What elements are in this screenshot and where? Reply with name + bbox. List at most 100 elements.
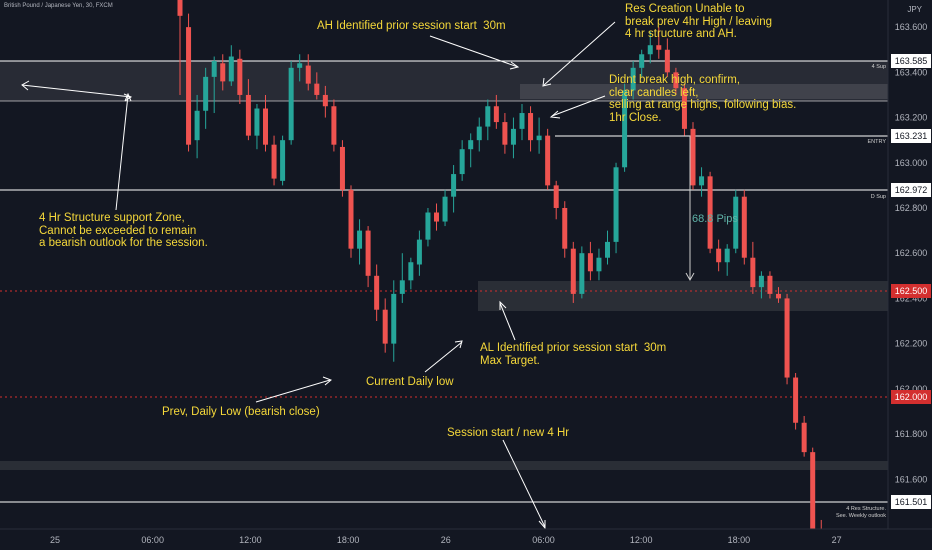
candle-body[interactable] xyxy=(339,146,345,190)
candle-body[interactable] xyxy=(280,140,286,181)
candle-body[interactable] xyxy=(613,167,619,242)
candle-body[interactable] xyxy=(459,149,465,175)
candle-body[interactable] xyxy=(485,106,491,127)
candle-body[interactable] xyxy=(767,275,773,294)
candle-body[interactable] xyxy=(322,94,328,107)
y-tick-label: 163.600 xyxy=(895,22,928,32)
candle-body[interactable] xyxy=(476,126,482,141)
candle-body[interactable] xyxy=(664,49,670,73)
candle-body[interactable] xyxy=(416,239,422,265)
candle-body[interactable] xyxy=(579,253,585,294)
candle-body[interactable] xyxy=(186,27,192,145)
candle-body[interactable] xyxy=(639,54,645,68)
candle-body[interactable] xyxy=(451,174,457,197)
candle-body[interactable] xyxy=(784,298,790,378)
candle-body[interactable] xyxy=(519,113,525,129)
candle-body[interactable] xyxy=(399,280,405,294)
candle-body[interactable] xyxy=(758,275,764,288)
candle-body[interactable] xyxy=(228,56,234,82)
candle-body[interactable] xyxy=(194,110,200,141)
candle-body[interactable] xyxy=(647,45,653,55)
candle-body[interactable] xyxy=(408,262,414,281)
candle-body[interactable] xyxy=(245,94,251,136)
candle-body[interactable] xyxy=(776,293,781,299)
candle-body[interactable] xyxy=(425,212,431,240)
candle-body[interactable] xyxy=(605,241,610,258)
candle-body[interactable] xyxy=(297,63,303,68)
candle-body[interactable] xyxy=(733,196,739,249)
price-tag-161501-bg xyxy=(891,495,931,509)
candle-body[interactable] xyxy=(724,248,730,263)
candle-body[interactable] xyxy=(707,176,713,249)
candle-body[interactable] xyxy=(801,422,807,453)
price-tag-162972-bg xyxy=(891,183,931,197)
y-tick-label: 161.800 xyxy=(895,429,928,439)
candle-body[interactable] xyxy=(305,65,311,84)
zone-al xyxy=(478,281,888,311)
candle-body[interactable] xyxy=(271,144,277,179)
candle-body[interactable] xyxy=(562,207,568,249)
price-tag-163585-bg xyxy=(891,54,931,68)
candle-body[interactable] xyxy=(570,248,576,294)
candle-body[interactable] xyxy=(374,275,380,310)
tag-d-sup: D Sup xyxy=(871,194,886,200)
candle-body[interactable] xyxy=(699,176,705,186)
candle-body[interactable] xyxy=(331,106,337,145)
candle-body[interactable] xyxy=(237,58,243,95)
candle-body[interactable] xyxy=(493,106,499,123)
candle-body[interactable] xyxy=(553,185,559,208)
y-tick-label: 163.400 xyxy=(895,67,928,77)
arrow-al xyxy=(499,302,516,341)
annotation-arrows xyxy=(21,21,616,530)
arrow-structure-right-head xyxy=(123,93,133,102)
candle-body[interactable] xyxy=(622,90,628,168)
candle-body[interactable] xyxy=(690,128,696,186)
candle-body[interactable] xyxy=(220,63,226,82)
candle-body[interactable] xyxy=(716,248,722,263)
arrow-structure-left-line xyxy=(21,84,132,98)
candle-body[interactable] xyxy=(357,230,363,249)
candle-body[interactable] xyxy=(177,0,183,16)
candle-body[interactable] xyxy=(442,196,448,222)
chart-header-symbol: British Pound / Japanese Yen, 30, FXCM xyxy=(4,3,113,9)
x-tick-labels: 25 06:00 12:00 18:00 26 06:00 12:00 18:00 27 xyxy=(50,535,842,545)
annotation-al: AL Identified prior session start 30m Ma… xyxy=(480,342,667,367)
candle-body[interactable] xyxy=(263,108,268,145)
candle-body[interactable] xyxy=(528,113,534,141)
price-tag-163231: 163.231 xyxy=(895,131,928,141)
candle-body[interactable] xyxy=(382,309,388,344)
candle-body[interactable] xyxy=(203,76,209,111)
candle-body[interactable] xyxy=(673,72,679,89)
candle-body[interactable] xyxy=(587,253,593,272)
candle-body[interactable] xyxy=(596,257,602,272)
arrow-structure-up xyxy=(115,94,129,211)
candle-body[interactable] xyxy=(536,135,542,141)
candle-body[interactable] xyxy=(254,108,260,136)
candle-body[interactable] xyxy=(434,212,439,222)
candle-body[interactable] xyxy=(348,189,354,249)
candle-body[interactable] xyxy=(391,293,397,344)
tag-4-sup: 4 Sup xyxy=(872,64,886,70)
candle-body[interactable] xyxy=(741,196,747,258)
candle-body[interactable] xyxy=(793,377,799,423)
candle-body[interactable] xyxy=(468,140,474,150)
candle-body[interactable] xyxy=(502,122,508,145)
candle-body[interactable] xyxy=(211,61,217,77)
candle-body[interactable] xyxy=(545,135,551,186)
candle-body[interactable] xyxy=(365,230,371,276)
arrow-didnt xyxy=(551,95,606,117)
price-axis[interactable] xyxy=(888,0,932,550)
candle-body[interactable] xyxy=(630,67,636,91)
candle-body[interactable] xyxy=(314,83,320,95)
candle-body[interactable] xyxy=(656,45,662,50)
candle-body[interactable] xyxy=(750,257,756,288)
x-tick-label: 26 xyxy=(441,535,451,545)
candle-body[interactable] xyxy=(510,128,516,145)
time-axis[interactable] xyxy=(0,529,932,550)
x-tick-label: 27 xyxy=(832,535,842,545)
candle-body[interactable] xyxy=(810,452,816,529)
annotation-prev-daily-low: Prev, Daily Low (bearish close) xyxy=(162,406,320,418)
candle-body[interactable] xyxy=(681,88,687,129)
candle-body[interactable] xyxy=(288,67,294,141)
